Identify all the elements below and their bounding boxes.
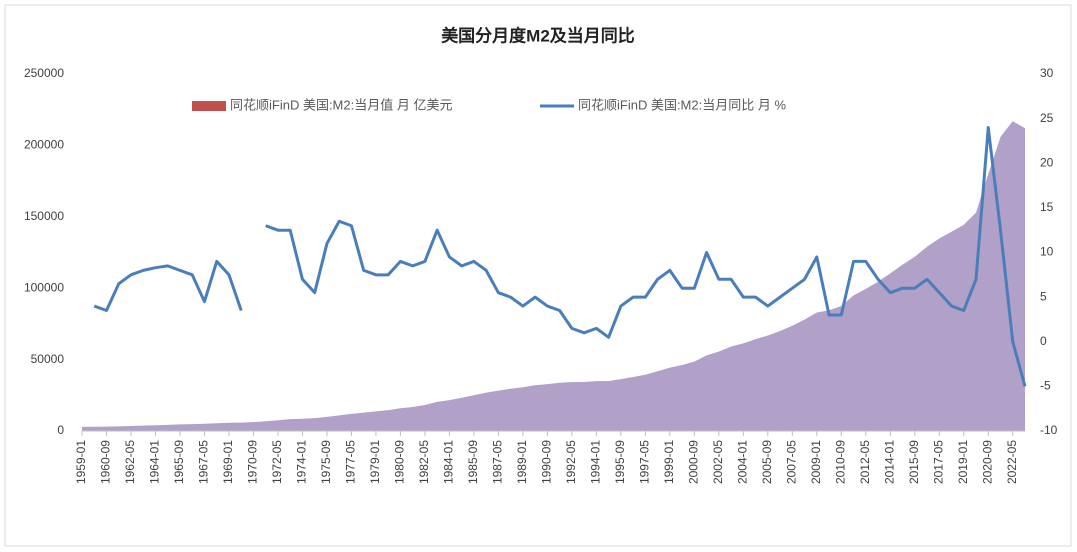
y2-tick-label: 5 <box>1040 289 1047 303</box>
y2-tick-label: 15 <box>1040 200 1054 214</box>
x-tick-label: 1992-05 <box>564 440 578 484</box>
chart-title: 美国分月度M2及当月同比 <box>441 25 635 45</box>
x-tick-label: 2022-05 <box>1005 440 1019 484</box>
y-tick-label: 0 <box>57 423 64 437</box>
x-tick-label: 1987-05 <box>491 440 505 484</box>
x-tick-label: 2000-09 <box>687 440 701 484</box>
y2-tick-label: 10 <box>1040 245 1054 259</box>
x-tick-label: 1995-09 <box>613 440 627 484</box>
x-tick-label: 1970-09 <box>246 440 260 484</box>
x-tick-label: 1999-01 <box>662 440 676 484</box>
y2-tick-label: 25 <box>1040 111 1054 125</box>
y2-tick-label: 30 <box>1040 66 1054 80</box>
x-tick-label: 2009-01 <box>809 440 823 484</box>
x-tick-label: 1965-09 <box>172 440 186 484</box>
y2-tick-label: -10 <box>1040 423 1058 437</box>
x-tick-label: 1960-09 <box>99 440 113 484</box>
x-tick-label: 1979-01 <box>368 440 382 484</box>
x-tick-label: 1962-05 <box>123 440 137 484</box>
area <box>82 121 1025 432</box>
y-tick-label: 150000 <box>24 209 64 223</box>
y-tick-label: 200000 <box>24 138 64 152</box>
x-tick-label: 1972-05 <box>270 440 284 484</box>
x-tick-label: 1985-09 <box>466 440 480 484</box>
x-tick-label: 1982-05 <box>417 440 431 484</box>
x-tick-label: 2004-01 <box>735 440 749 484</box>
x-tick-label: 1959-01 <box>74 440 88 484</box>
x-tick-label: 1980-09 <box>393 440 407 484</box>
y-tick-label: 250000 <box>24 66 64 80</box>
x-tick-label: 1967-05 <box>197 440 211 484</box>
x-tick-label: 1990-09 <box>540 440 554 484</box>
x-tick-label: 2010-09 <box>833 440 847 484</box>
x-tick-label: 1989-01 <box>515 440 529 484</box>
y2-tick-label: 0 <box>1040 334 1047 348</box>
x-tick-label: 2012-05 <box>858 440 872 484</box>
x-tick-label: 1994-01 <box>589 440 603 484</box>
legend-swatch <box>192 101 226 111</box>
legend-label: 同花顺iFinD 美国:M2:当月同比 月 % <box>578 97 786 112</box>
x-tick-label: 1997-05 <box>638 440 652 484</box>
x-tick-label: 2017-05 <box>931 440 945 484</box>
x-tick-label: 2005-09 <box>760 440 774 484</box>
x-tick-label: 1975-09 <box>319 440 333 484</box>
legend-label: 同花顺iFinD 美国:M2:当月值 月 亿美元 <box>230 97 452 112</box>
x-tick-label: 2002-05 <box>711 440 725 484</box>
x-tick-label: 2007-05 <box>784 440 798 484</box>
x-tick-label: 1969-01 <box>221 440 235 484</box>
x-tick-label: 2014-01 <box>882 440 896 484</box>
x-tick-label: 1977-05 <box>344 440 358 484</box>
x-tick-label: 1964-01 <box>148 440 162 484</box>
y-tick-label: 50000 <box>31 352 65 366</box>
y-tick-label: 100000 <box>24 280 64 294</box>
y2-tick-label: 20 <box>1040 155 1054 169</box>
y2-tick-label: -5 <box>1040 379 1051 393</box>
x-tick-label: 2019-01 <box>956 440 970 484</box>
x-tick-label: 2020-09 <box>980 440 994 484</box>
x-tick-label: 2015-09 <box>907 440 921 484</box>
line <box>93 126 1027 387</box>
x-tick-label: 1984-01 <box>442 440 456 484</box>
x-tick-label: 1974-01 <box>295 440 309 484</box>
